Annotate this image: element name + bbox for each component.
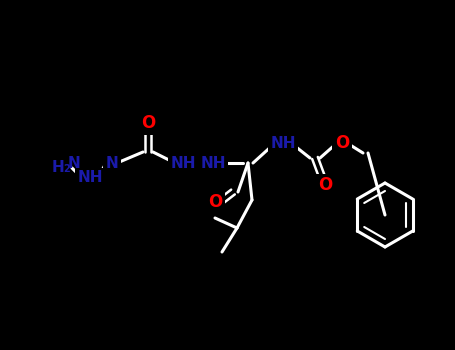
- Text: NH: NH: [270, 135, 296, 150]
- Text: 2: 2: [63, 164, 70, 174]
- Text: N: N: [68, 156, 81, 171]
- Text: O: O: [335, 134, 349, 152]
- Text: H: H: [51, 161, 64, 175]
- Text: NH: NH: [77, 170, 103, 186]
- Text: NH: NH: [200, 155, 226, 170]
- Text: O: O: [208, 193, 222, 211]
- Text: NH: NH: [170, 155, 196, 170]
- Text: N: N: [106, 155, 118, 170]
- Text: O: O: [141, 114, 155, 132]
- Text: O: O: [318, 176, 332, 194]
